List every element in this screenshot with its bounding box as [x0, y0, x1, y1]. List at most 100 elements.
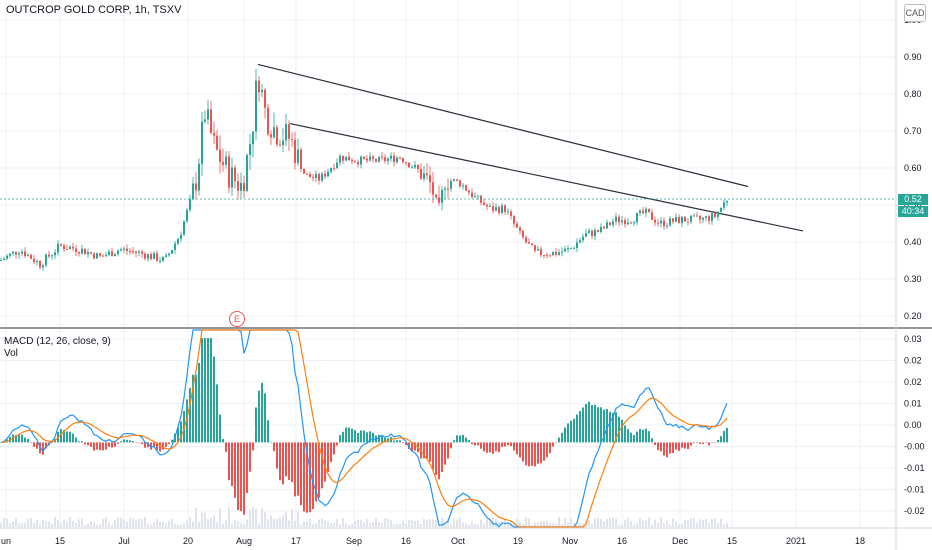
- macd-histogram-bar: [282, 442, 284, 485]
- price-tick-label: 0.60: [904, 163, 922, 173]
- volume-bar: [81, 518, 83, 527]
- candle-body: [420, 169, 422, 179]
- volume-bar: [498, 522, 500, 527]
- candle-body: [414, 164, 416, 168]
- macd-histogram-bar: [78, 441, 80, 443]
- volume-bar: [171, 519, 173, 527]
- time-tick-label: 15: [727, 536, 737, 546]
- candle-body: [366, 158, 368, 161]
- volume-bar: [594, 517, 596, 527]
- volume-bar: [480, 519, 482, 527]
- candle-body: [426, 173, 428, 176]
- macd-histogram-bar: [270, 441, 272, 443]
- macd-histogram-bar: [612, 412, 614, 443]
- candle-body: [186, 210, 188, 222]
- volume-bar: [117, 517, 119, 527]
- candle-body: [612, 221, 614, 225]
- candle-body: [672, 218, 674, 222]
- macd-histogram-bar: [597, 407, 599, 443]
- candle-body: [87, 252, 89, 255]
- candle-body: [159, 260, 161, 262]
- volume-bar: [354, 521, 356, 527]
- volume-bar: [174, 524, 176, 527]
- macd-histogram-bar: [18, 435, 20, 443]
- volume-bar: [294, 520, 296, 527]
- macd-histogram-bar: [588, 401, 590, 443]
- candle-body: [600, 226, 602, 233]
- candle-body: [261, 89, 263, 93]
- macd-histogram-bar: [714, 442, 716, 443]
- macd-histogram-bar: [654, 442, 656, 446]
- candle-body: [717, 211, 719, 217]
- candle-body: [447, 188, 449, 190]
- macd-histogram-bar: [201, 338, 203, 443]
- candle-body: [510, 211, 512, 216]
- macd-histogram-bar: [477, 442, 479, 446]
- macd-histogram-bar: [501, 442, 503, 447]
- volume-bar: [690, 517, 692, 527]
- macd-histogram-bar: [450, 442, 452, 449]
- candle-body: [165, 255, 167, 257]
- macd-histogram-bar: [213, 356, 215, 443]
- candle-body: [267, 107, 269, 135]
- macd-histogram-bar: [369, 431, 371, 443]
- volume-bar: [327, 521, 329, 527]
- candle-body: [15, 251, 17, 255]
- macd-histogram-bar: [363, 430, 365, 443]
- macd-legend[interactable]: MACD (12, 26, close, 9): [4, 336, 111, 347]
- candle-body: [318, 173, 320, 181]
- macd-histogram-bar: [204, 338, 206, 443]
- volume-bar: [138, 518, 140, 527]
- volume-legend[interactable]: Vol: [4, 348, 18, 359]
- macd-histogram-bar: [27, 438, 29, 443]
- macd-histogram-bar: [696, 442, 698, 443]
- volume-bar: [474, 523, 476, 527]
- candle-body: [279, 144, 281, 146]
- macd-histogram-bar: [36, 442, 38, 449]
- currency-button[interactable]: CAD: [904, 4, 926, 22]
- candle-body: [603, 226, 605, 229]
- volume-bar: [519, 521, 521, 527]
- candle-body: [531, 243, 533, 246]
- macd-histogram-bar: [678, 442, 680, 451]
- candle-body: [579, 240, 581, 243]
- macd-histogram-bar: [165, 442, 167, 447]
- candle-body: [345, 156, 347, 161]
- macd-histogram-bar: [456, 435, 458, 443]
- macd-histogram-bar: [0, 442, 2, 443]
- macd-tick-label: 0.00: [904, 420, 922, 430]
- macd-histogram-bar: [651, 438, 653, 443]
- volume-bar: [156, 519, 158, 527]
- volume-bar: [384, 518, 386, 527]
- macd-histogram-bar: [381, 435, 383, 443]
- volume-bar: [144, 517, 146, 527]
- candle-body: [105, 255, 107, 257]
- candle-body: [726, 201, 728, 203]
- volume-bar: [282, 515, 284, 527]
- candle-body: [201, 121, 203, 164]
- volume-bar: [621, 524, 623, 527]
- candle-body: [378, 156, 380, 162]
- candle-body: [111, 251, 113, 257]
- volume-bar: [276, 519, 278, 527]
- volume-bar: [3, 517, 5, 527]
- time-tick-label: 18: [855, 536, 865, 546]
- volume-bar: [645, 520, 647, 527]
- volume-bar: [579, 523, 581, 527]
- volume-bar: [261, 507, 263, 527]
- volume-bar: [588, 520, 590, 527]
- macd-histogram-bar: [507, 442, 509, 446]
- candle-body: [48, 254, 50, 257]
- macd-histogram-bar: [513, 442, 515, 451]
- candle-body: [654, 219, 656, 223]
- macd-histogram-bar: [195, 374, 197, 443]
- macd-histogram-bar: [111, 442, 113, 448]
- candle-body: [651, 212, 653, 220]
- macd-histogram-bar: [258, 390, 260, 443]
- earnings-marker[interactable]: E: [229, 311, 245, 327]
- macd-histogram-bar: [675, 442, 677, 450]
- volume-bar: [30, 517, 32, 527]
- volume-bar: [630, 520, 632, 527]
- candle-body: [468, 190, 470, 193]
